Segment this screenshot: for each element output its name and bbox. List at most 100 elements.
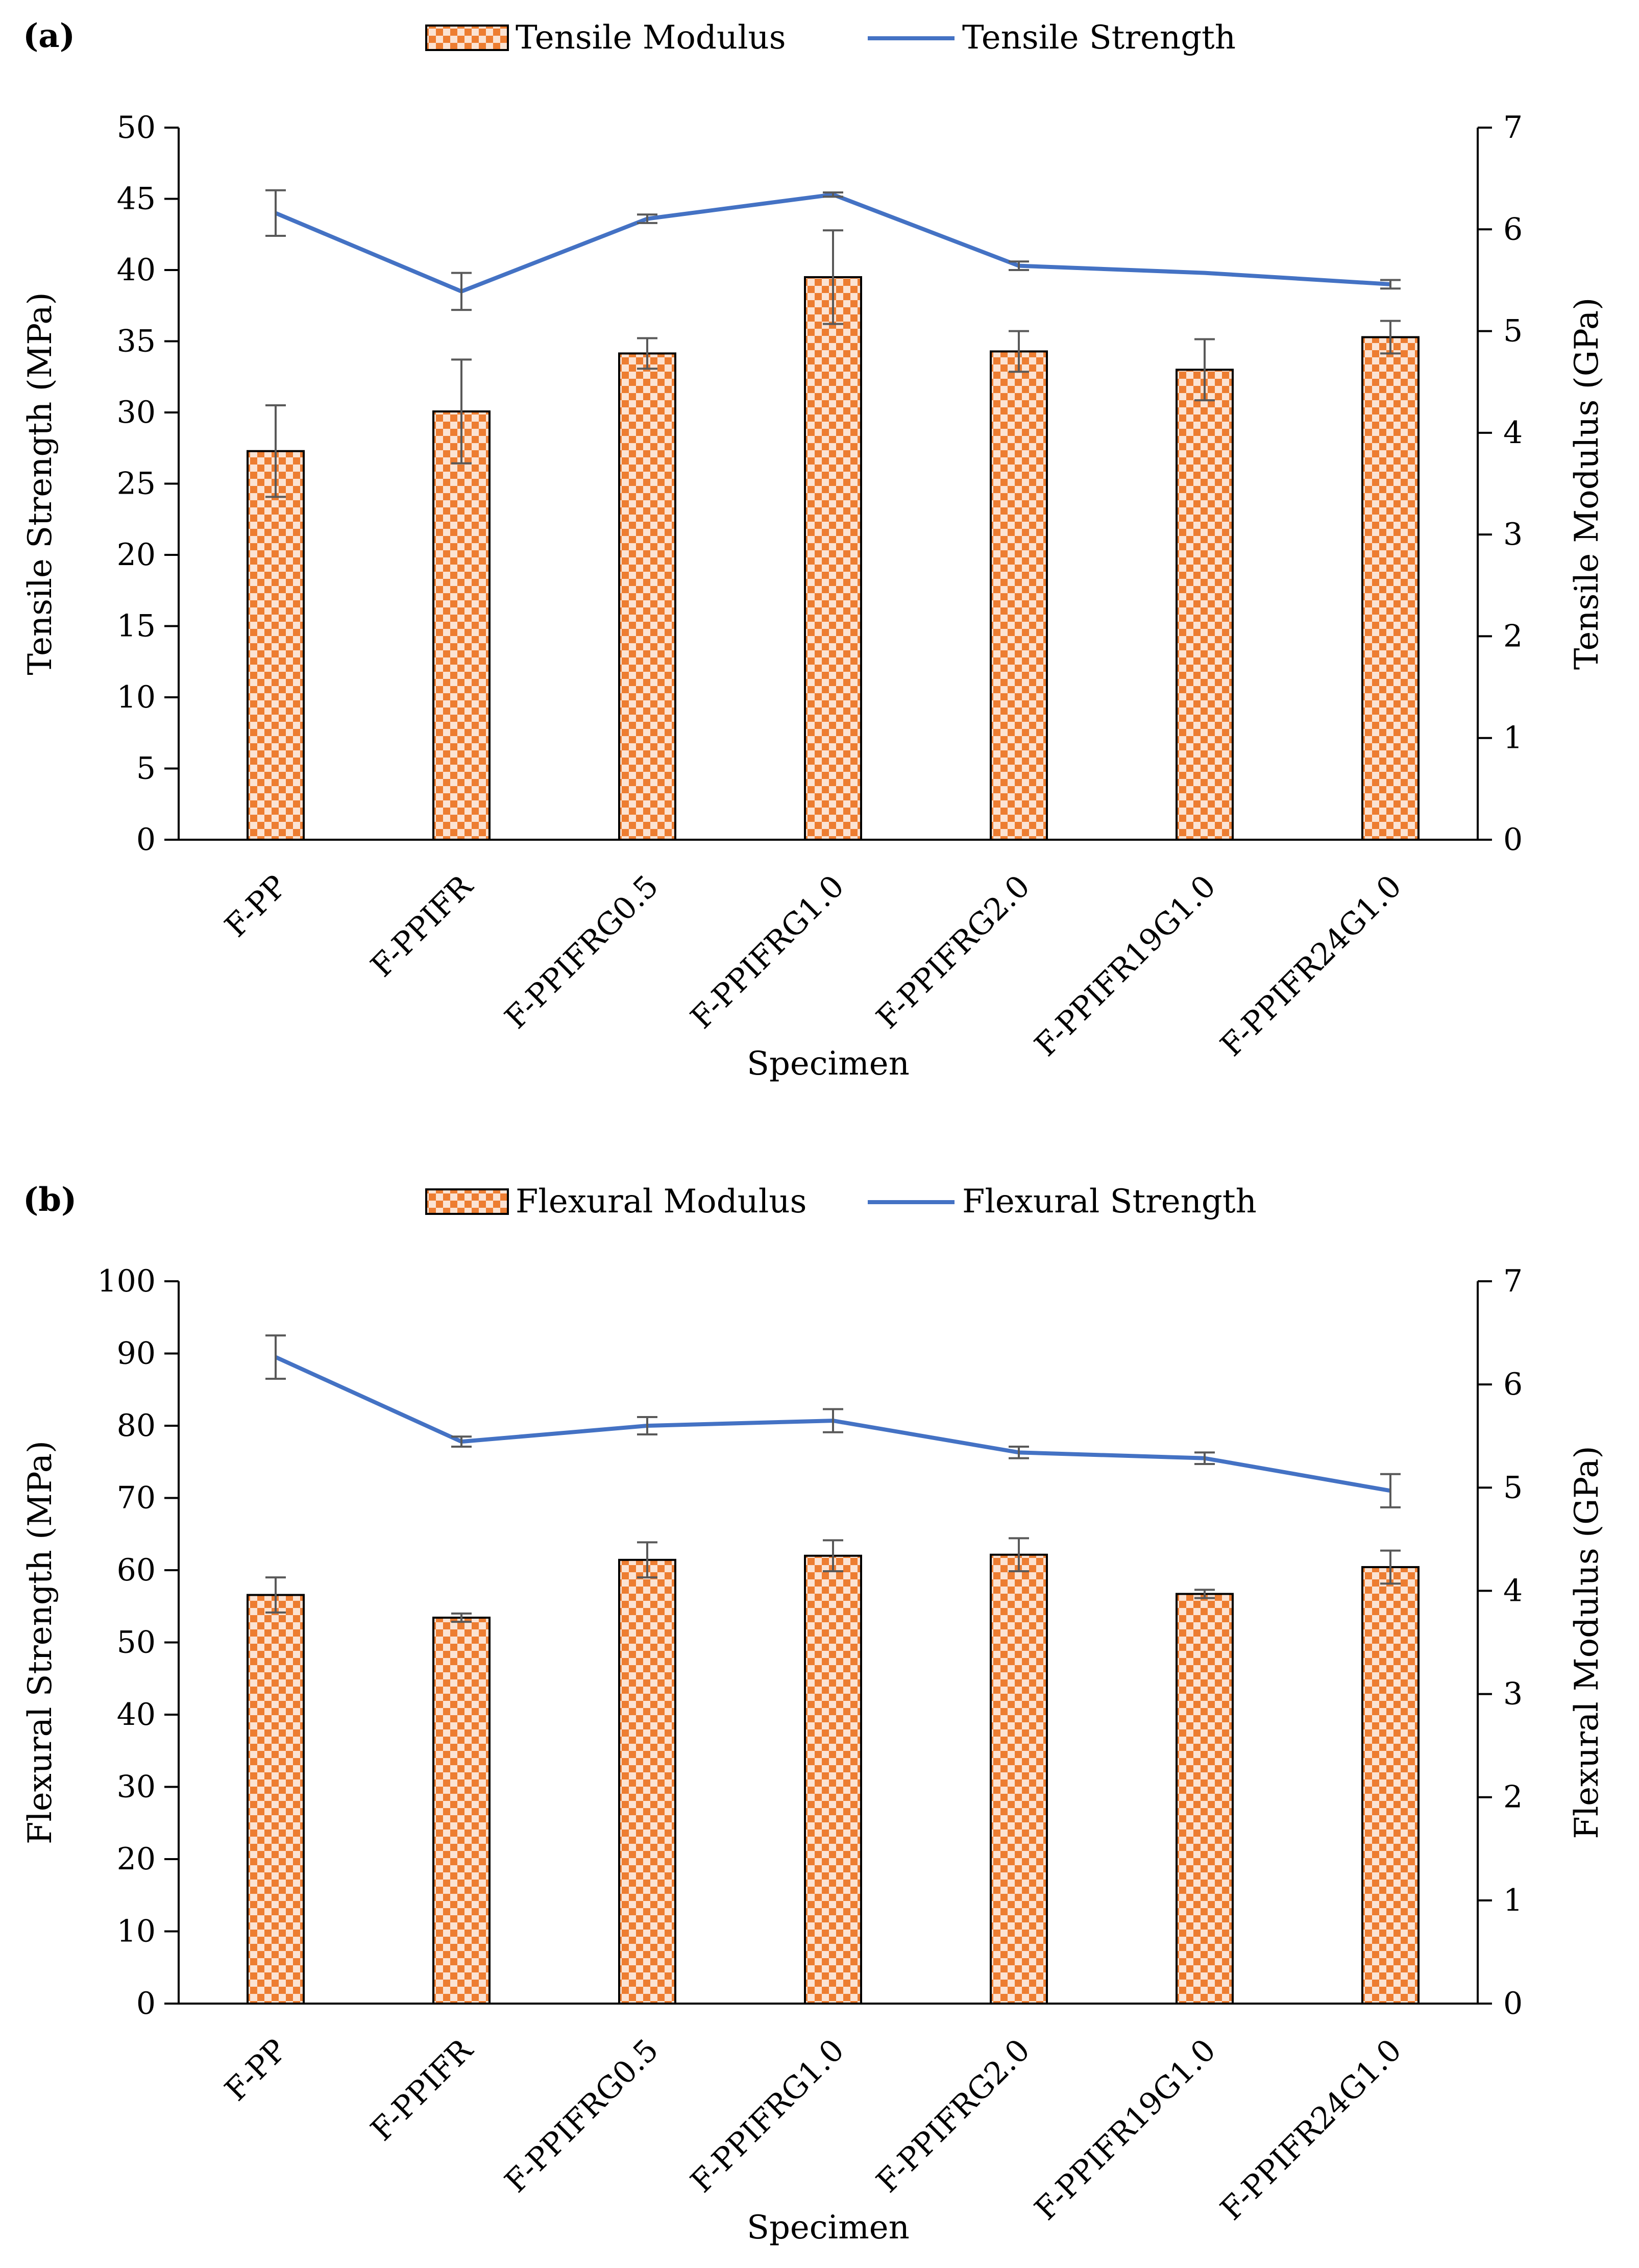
category-label: F-PP: [218, 868, 293, 944]
category-label: F-PPIFRG2.0: [870, 868, 1037, 1036]
right-tick-label: 5: [1503, 1470, 1523, 1505]
left-tick-label: 45: [117, 181, 156, 217]
bar-F-PPIFR: [432, 1616, 491, 2005]
category-label: F-PPIFRG0.5: [498, 868, 666, 1036]
category-label: F-PPIFR19G1.0: [1028, 868, 1223, 1063]
right-tick-label: 4: [1503, 1573, 1523, 1608]
category-label: F-PPIFR24G1.0: [1214, 868, 1409, 1063]
bar-F-PPIFRG1.0: [804, 1554, 862, 2005]
left-tick-label: 10: [117, 1914, 156, 1949]
line-error-bar: [451, 272, 472, 311]
bar-F-PPIFRG0.5: [618, 1558, 676, 2005]
left-tick-label: 20: [117, 537, 156, 573]
bar-F-PPIFR24G1.0: [1361, 336, 1420, 841]
line-error-bar: [823, 1408, 843, 1433]
line-error-bar: [265, 1334, 286, 1380]
left-tick-label: 30: [117, 395, 156, 430]
bar-error-bar: [1380, 320, 1401, 355]
bar-error-bar: [265, 404, 286, 498]
panel-label: (a): [23, 17, 75, 55]
line-error-bar: [823, 191, 843, 198]
bar-error-bar: [637, 337, 657, 370]
bar-error-bar: [451, 358, 472, 465]
panel-label: (b): [23, 1181, 77, 1219]
right-tick-label: 6: [1503, 211, 1523, 247]
bar-error-bar: [637, 1541, 657, 1579]
bar-F-PPIFR24G1.0: [1361, 1566, 1420, 2005]
legend-swatch-tensile-modulus: [425, 25, 509, 51]
x-axis-title: Specimen: [747, 1045, 910, 1083]
line-error-bar: [451, 1435, 472, 1448]
right-tick-label: 7: [1503, 110, 1523, 145]
chart-panel-a: (a) Tensile Modulus Tensile Strength051015…: [21, 17, 1606, 1083]
left-tick-label: 10: [117, 679, 156, 715]
left-tick-label: 100: [97, 1263, 156, 1299]
bar-error-bar: [1009, 1537, 1029, 1573]
line-error-bar: [1009, 1446, 1029, 1459]
right-tick-label: 2: [1503, 1779, 1523, 1815]
x-axis-title: Specimen: [747, 2209, 910, 2247]
bar-F-PPIFRG2.0: [990, 350, 1048, 841]
right-tick-label: 1: [1503, 720, 1523, 756]
left-tick-label: 30: [117, 1769, 156, 1805]
category-label: F-PPIFRG1.0: [684, 868, 851, 1036]
left-tick-label: 0: [136, 822, 156, 858]
bar-F-PPIFRG2.0: [990, 1553, 1048, 2005]
category-label: F-PPIFR: [364, 2032, 480, 2148]
right-tick-label: 6: [1503, 1367, 1523, 1402]
right-axis-title: Tensile Modulus (GPa): [1568, 298, 1606, 670]
left-tick-label: 40: [117, 1697, 156, 1733]
legend-label-bar: Tensile Modulus: [516, 19, 786, 57]
left-tick-label: 0: [136, 1986, 156, 2021]
bar-error-bar: [823, 1539, 843, 1573]
bar-error-bar: [265, 1576, 286, 1614]
right-tick-label: 3: [1503, 517, 1523, 552]
category-label: F-PPIFRG0.5: [498, 2032, 666, 2200]
left-tick-label: 35: [117, 324, 156, 359]
bar-F-PP: [247, 1594, 305, 2005]
left-tick-label: 5: [136, 751, 156, 787]
category-label: F-PPIFRG1.0: [684, 2032, 851, 2200]
line-error-bar: [1009, 260, 1029, 271]
legend-label-line: Tensile Strength: [962, 19, 1236, 57]
bar-error-bar: [451, 1612, 472, 1623]
left-tick-label: 15: [117, 608, 156, 644]
right-tick-label: 0: [1503, 822, 1523, 858]
bar-error-bar: [1194, 1589, 1215, 1599]
bar-F-PPIFRG1.0: [804, 276, 862, 841]
bar-error-bar: [823, 229, 843, 325]
bar-F-PP: [247, 450, 305, 841]
right-axis-title: Flexural Modulus (GPa): [1568, 1446, 1606, 1839]
bar-F-PPIFR19G1.0: [1176, 369, 1234, 841]
left-axis-title: Tensile Strength (MPa): [21, 292, 59, 675]
bar-error-bar: [1009, 330, 1029, 373]
right-tick-label: 4: [1503, 415, 1523, 451]
bar-F-PPIFR19G1.0: [1176, 1593, 1234, 2005]
line-error-bar: [1380, 1473, 1401, 1508]
legend-label-bar: Flexural Modulus: [516, 1183, 806, 1221]
left-tick-label: 50: [117, 1625, 156, 1661]
category-label: F-PP: [218, 2032, 293, 2108]
line-point-F-PPIFR19G1.0: [1204, 272, 1206, 274]
right-tick-label: 7: [1503, 1263, 1523, 1299]
line-error-bar: [637, 1416, 657, 1435]
bar-error-bar: [1380, 1549, 1401, 1585]
category-label: F-PPIFRG2.0: [870, 2032, 1037, 2200]
left-axis-title: Flexural Strength (MPa): [21, 1441, 59, 1844]
category-label: F-PPIFR: [364, 868, 480, 984]
right-tick-label: 0: [1503, 1986, 1523, 2021]
left-tick-label: 25: [117, 466, 156, 502]
right-tick-label: 2: [1503, 618, 1523, 654]
bar-F-PPIFR: [432, 410, 491, 841]
left-tick-label: 70: [117, 1480, 156, 1516]
right-tick-label: 3: [1503, 1676, 1523, 1712]
left-tick-label: 80: [117, 1408, 156, 1444]
line-error-bar: [637, 213, 657, 224]
left-tick-label: 90: [117, 1336, 156, 1372]
left-tick-label: 40: [117, 252, 156, 288]
category-label: F-PPIFR24G1.0: [1214, 2032, 1409, 2227]
chart-panel-b: (b) Flexural Modulus Flexural Strength0102…: [21, 1181, 1606, 2247]
legend-swatch-flexural-modulus: [425, 1188, 509, 1215]
bar-F-PPIFRG0.5: [618, 352, 676, 841]
